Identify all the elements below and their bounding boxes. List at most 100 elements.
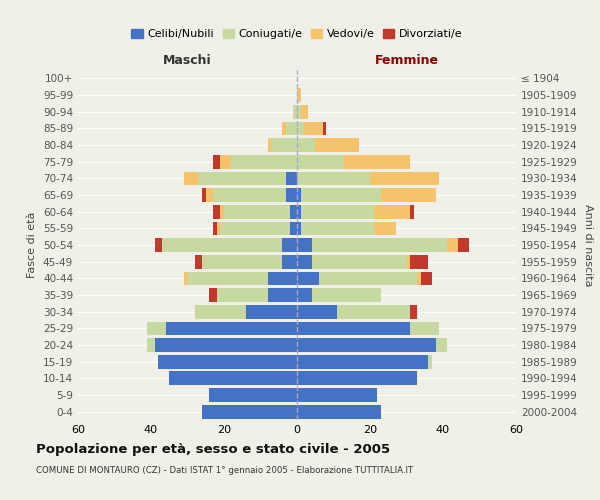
Bar — [220, 205, 224, 218]
Bar — [297, 188, 301, 202]
Y-axis label: Fasce di età: Fasce di età — [28, 212, 37, 278]
Bar — [297, 305, 337, 318]
Bar — [315, 138, 359, 152]
Bar — [311, 255, 407, 268]
Bar — [195, 305, 246, 318]
Text: Popolazione per età, sesso e stato civile - 2005: Popolazione per età, sesso e stato civil… — [36, 442, 390, 456]
Bar — [410, 255, 428, 268]
Bar — [268, 138, 271, 152]
Bar — [232, 155, 297, 168]
Bar — [202, 255, 283, 268]
Bar — [166, 322, 297, 335]
Bar — [213, 188, 286, 202]
Bar — [286, 188, 297, 202]
Bar — [297, 322, 410, 335]
Bar — [297, 205, 301, 218]
Bar — [297, 372, 418, 385]
Bar — [421, 272, 432, 285]
Bar — [410, 205, 414, 218]
Bar — [206, 188, 213, 202]
Bar — [213, 222, 217, 235]
Bar — [410, 322, 439, 335]
Bar — [148, 338, 155, 352]
Bar — [319, 272, 418, 285]
Bar — [301, 205, 374, 218]
Bar — [428, 355, 432, 368]
Bar — [311, 288, 381, 302]
Bar — [155, 238, 162, 252]
Bar — [187, 272, 268, 285]
Bar — [293, 105, 297, 118]
Bar — [337, 305, 410, 318]
Bar — [290, 205, 297, 218]
Bar — [246, 305, 297, 318]
Bar — [418, 272, 421, 285]
Bar — [297, 138, 315, 152]
Bar — [155, 338, 297, 352]
Legend: Celibi/Nubili, Coniugati/e, Vedovi/e, Divorziati/e: Celibi/Nubili, Coniugati/e, Vedovi/e, Di… — [129, 26, 465, 42]
Bar — [224, 205, 290, 218]
Bar — [297, 338, 436, 352]
Bar — [297, 255, 311, 268]
Bar — [184, 172, 199, 185]
Bar — [217, 222, 220, 235]
Bar — [297, 388, 377, 402]
Bar — [297, 222, 301, 235]
Text: Femmine: Femmine — [374, 54, 439, 66]
Bar — [297, 405, 381, 418]
Bar — [271, 138, 297, 152]
Bar — [311, 238, 446, 252]
Bar — [297, 238, 311, 252]
Bar — [202, 405, 297, 418]
Bar — [297, 105, 301, 118]
Bar — [220, 222, 290, 235]
Bar — [297, 155, 344, 168]
Bar — [162, 238, 283, 252]
Bar — [148, 322, 166, 335]
Bar — [268, 288, 297, 302]
Bar — [290, 222, 297, 235]
Bar — [301, 188, 381, 202]
Bar — [301, 222, 374, 235]
Bar — [381, 188, 436, 202]
Bar — [184, 272, 187, 285]
Bar — [304, 122, 323, 135]
Bar — [458, 238, 469, 252]
Bar — [436, 338, 446, 352]
Bar — [297, 272, 319, 285]
Bar — [297, 122, 304, 135]
Bar — [283, 255, 297, 268]
Bar — [297, 288, 311, 302]
Bar — [286, 122, 297, 135]
Bar — [374, 205, 410, 218]
Bar — [268, 272, 297, 285]
Text: COMUNE DI MONTAURO (CZ) - Dati ISTAT 1° gennaio 2005 - Elaborazione TUTTITALIA.I: COMUNE DI MONTAURO (CZ) - Dati ISTAT 1° … — [36, 466, 413, 475]
Bar — [213, 205, 220, 218]
Bar — [407, 255, 410, 268]
Bar — [209, 388, 297, 402]
Bar — [370, 172, 439, 185]
Bar — [217, 288, 268, 302]
Bar — [158, 355, 297, 368]
Bar — [202, 188, 206, 202]
Bar — [301, 105, 308, 118]
Bar — [297, 355, 428, 368]
Bar — [195, 255, 202, 268]
Bar — [213, 155, 220, 168]
Y-axis label: Anni di nascita: Anni di nascita — [583, 204, 593, 286]
Bar — [169, 372, 297, 385]
Bar — [209, 288, 217, 302]
Bar — [297, 172, 370, 185]
Text: Maschi: Maschi — [163, 54, 212, 66]
Bar — [283, 238, 297, 252]
Bar — [297, 88, 301, 102]
Bar — [344, 155, 410, 168]
Bar — [283, 122, 286, 135]
Bar — [374, 222, 395, 235]
Bar — [220, 155, 232, 168]
Bar — [410, 305, 418, 318]
Bar — [199, 172, 286, 185]
Bar — [446, 238, 458, 252]
Bar — [323, 122, 326, 135]
Bar — [286, 172, 297, 185]
